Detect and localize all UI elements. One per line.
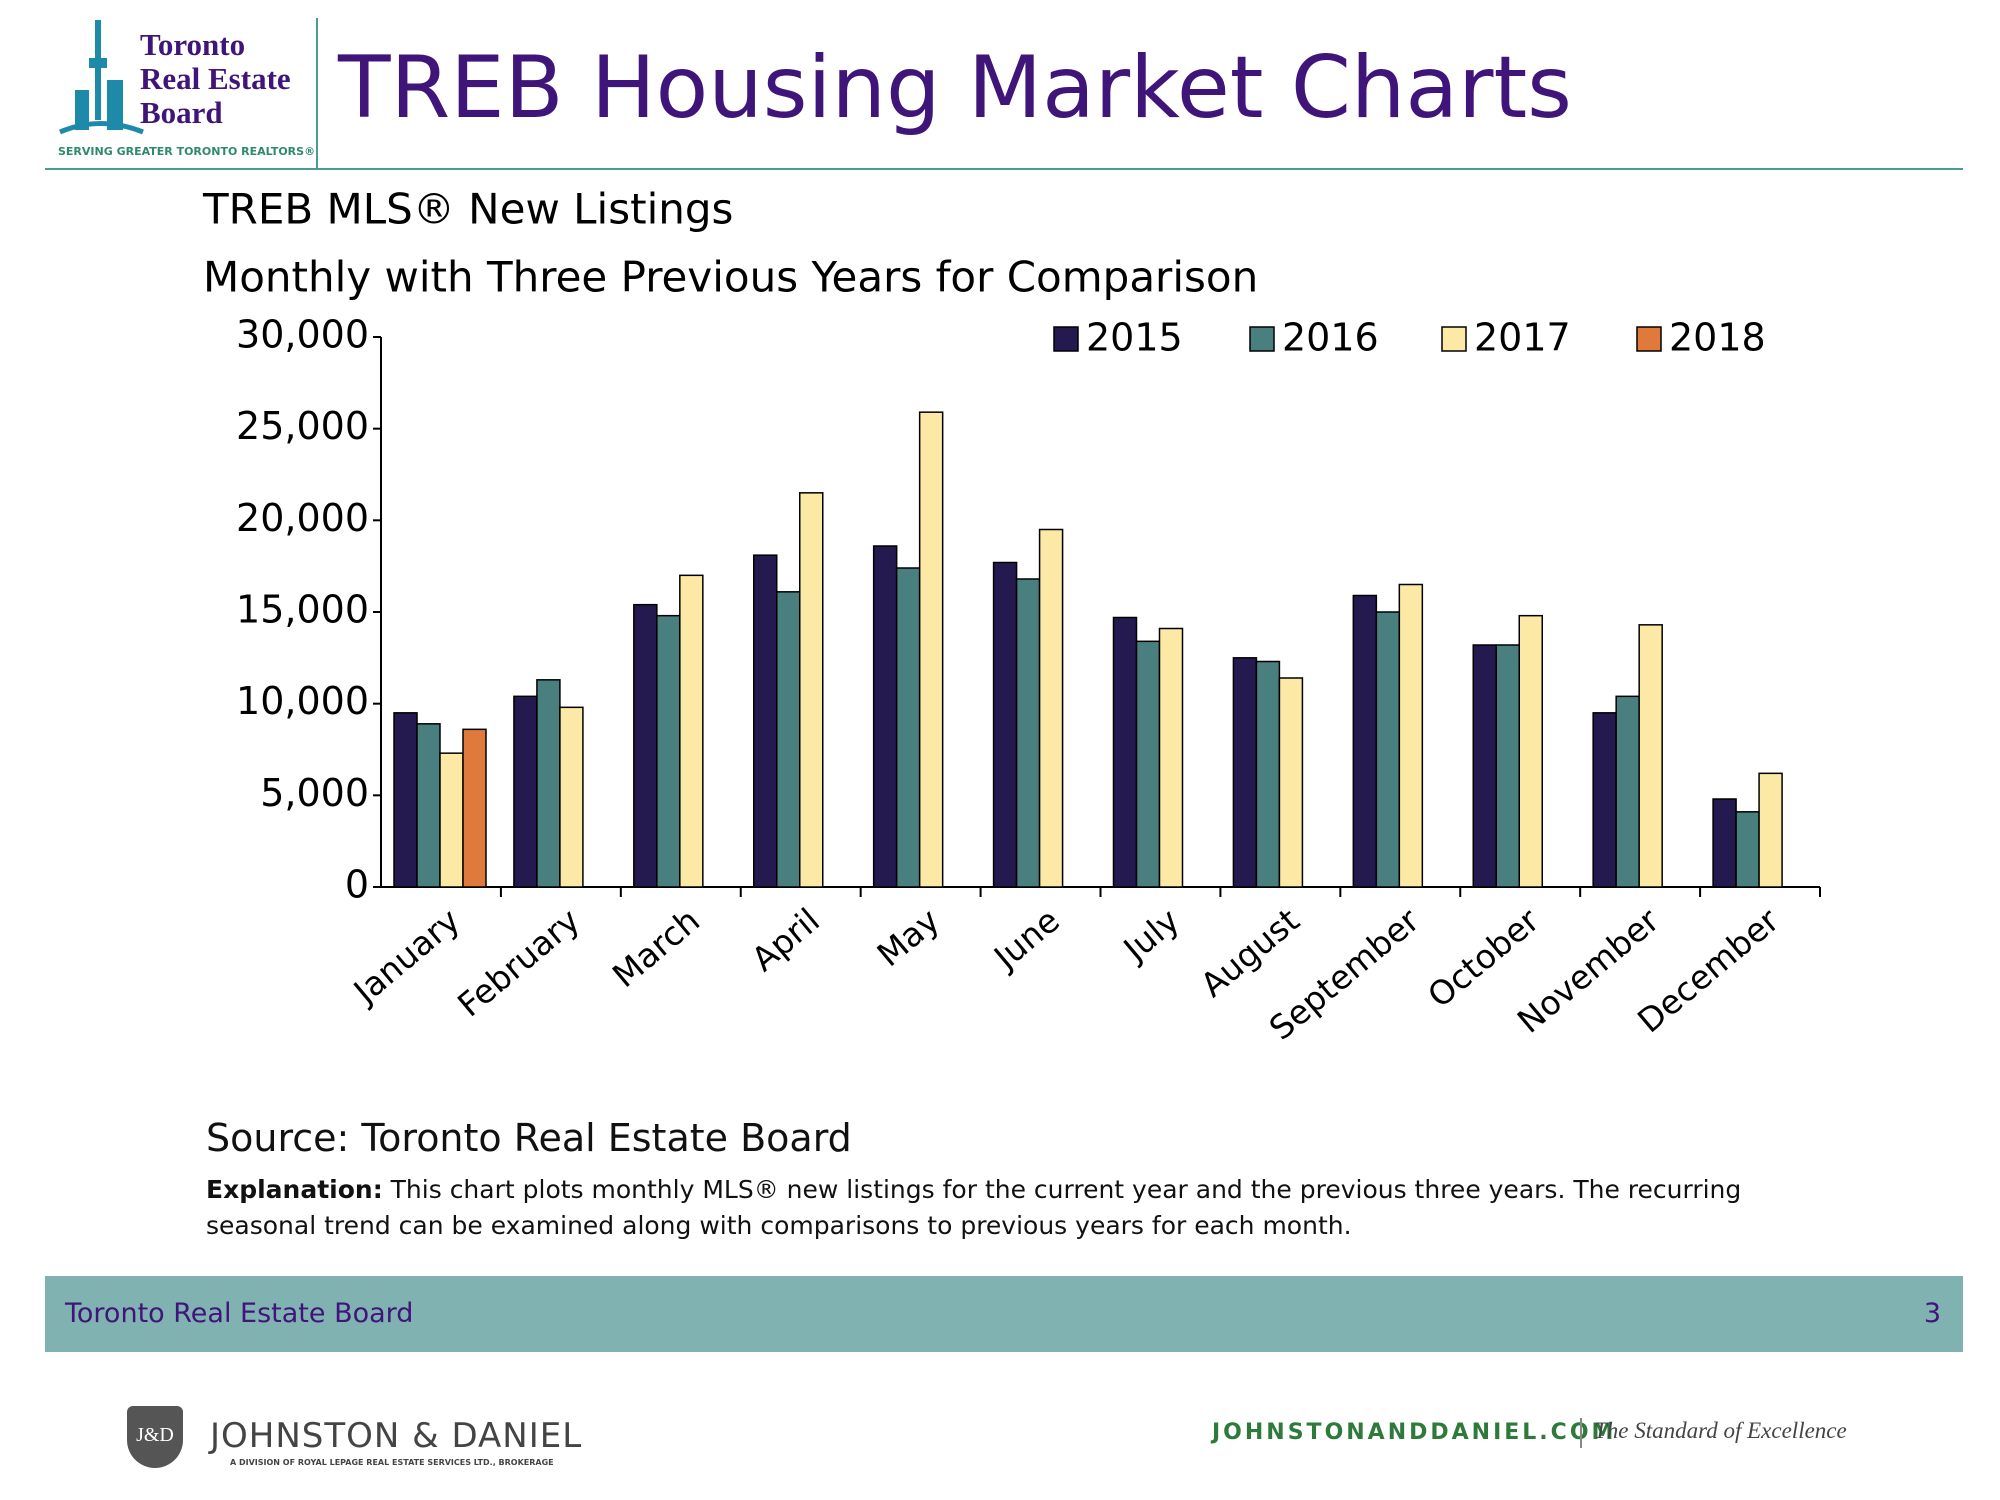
explanation: Explanation: This chart plots monthly ML… (206, 1172, 1846, 1244)
explanation-text: This chart plots monthly MLS® new listin… (206, 1175, 1742, 1240)
page-title: TREB Housing Market Charts (338, 38, 1572, 138)
bar (1758, 772, 1783, 888)
x-tick-label: March (605, 901, 707, 996)
legend-swatch (1053, 326, 1079, 352)
bar (776, 591, 801, 888)
x-tick-label: May (870, 901, 947, 975)
y-tick-label: 20,000 (236, 496, 369, 540)
logo-tower (59, 20, 144, 135)
bar (1615, 695, 1640, 888)
source: Source: Toronto Real Estate Board (206, 1116, 852, 1160)
bar (1112, 616, 1138, 888)
footer-page: 3 (1923, 1298, 1941, 1329)
footer-bar: Toronto Real Estate Board 3 (45, 1276, 1963, 1352)
bar (393, 712, 418, 888)
legend-swatch (1249, 326, 1275, 352)
bar (559, 706, 584, 888)
legend-label: 2015 (1086, 316, 1183, 360)
bar (513, 695, 538, 888)
bar (1398, 583, 1424, 888)
y-tick-label: 10,000 (236, 679, 369, 723)
logo-line: Board (140, 95, 223, 130)
bar (799, 492, 824, 888)
brand-separator (1580, 1418, 1582, 1448)
x-tick-label: February (450, 901, 587, 1025)
logo-line: Toronto (140, 27, 246, 62)
x-tick-label: August (1193, 900, 1307, 1004)
logo-text: Toronto Real Estate Board (140, 28, 291, 130)
bar (1375, 611, 1401, 888)
bar (1255, 660, 1281, 888)
header-divider (316, 18, 318, 168)
logo-line: Real Estate (140, 61, 291, 96)
bar (536, 679, 561, 888)
bar (1135, 640, 1161, 888)
legend-label: 2018 (1669, 316, 1766, 360)
bar (1592, 712, 1617, 888)
x-tick-label: July (1115, 901, 1187, 970)
chart-subtitle: Monthly with Three Previous Years for Co… (203, 253, 1258, 302)
bar (1638, 624, 1663, 888)
bar (1158, 627, 1184, 888)
bar (1735, 811, 1760, 888)
bar (462, 728, 487, 888)
bar (1495, 644, 1520, 888)
bar (1015, 578, 1041, 888)
bar (895, 567, 921, 888)
bar (1232, 657, 1258, 888)
y-tick-label: 25,000 (236, 404, 369, 448)
bar (1712, 798, 1737, 888)
x-tick-label: June (985, 901, 1067, 978)
brand-logo: J&D (127, 1406, 183, 1468)
legend-label: 2016 (1282, 316, 1379, 360)
bar (656, 614, 681, 888)
bar (633, 603, 658, 888)
bar (1038, 528, 1064, 888)
header-rule (45, 168, 1963, 170)
bar (679, 574, 704, 888)
legend-swatch (1636, 326, 1662, 352)
bar (416, 723, 441, 888)
chart: TREB MLS® New Listings Monthly with Thre… (202, 185, 1821, 1048)
bar (872, 545, 898, 888)
chart-title: TREB MLS® New Listings (202, 185, 733, 234)
bar (918, 411, 944, 888)
legend-label: 2017 (1474, 316, 1571, 360)
footer-left: Toronto Real Estate Board (65, 1298, 414, 1329)
bar (439, 752, 464, 888)
bar (1278, 677, 1304, 888)
logo-tagline: SERVING GREATER TORONTO REALTORS® (58, 145, 316, 158)
bar (1472, 644, 1497, 888)
explanation-label: Explanation: (206, 1175, 383, 1204)
bar (1518, 614, 1543, 888)
y-tick-label: 30,000 (236, 313, 369, 357)
bar (753, 554, 778, 888)
brand-url: JOHNSTONANDDANIEL.COM (1212, 1420, 1617, 1445)
x-tick-label: January (345, 901, 467, 1013)
brand-division: A DIVISION OF ROYAL LEPAGE REAL ESTATE S… (230, 1458, 554, 1467)
brand-tagline: The Standard of Excellence (1594, 1418, 1847, 1443)
y-tick-label: 5,000 (260, 771, 369, 815)
legend-swatch (1441, 326, 1467, 352)
bar (992, 561, 1018, 888)
brand-name: JOHNSTON & DANIEL (210, 1416, 583, 1456)
y-tick-label: 15,000 (236, 588, 369, 632)
x-tick-label: April (744, 901, 827, 979)
y-tick-label: 0 (345, 863, 369, 907)
bar (1352, 594, 1378, 888)
